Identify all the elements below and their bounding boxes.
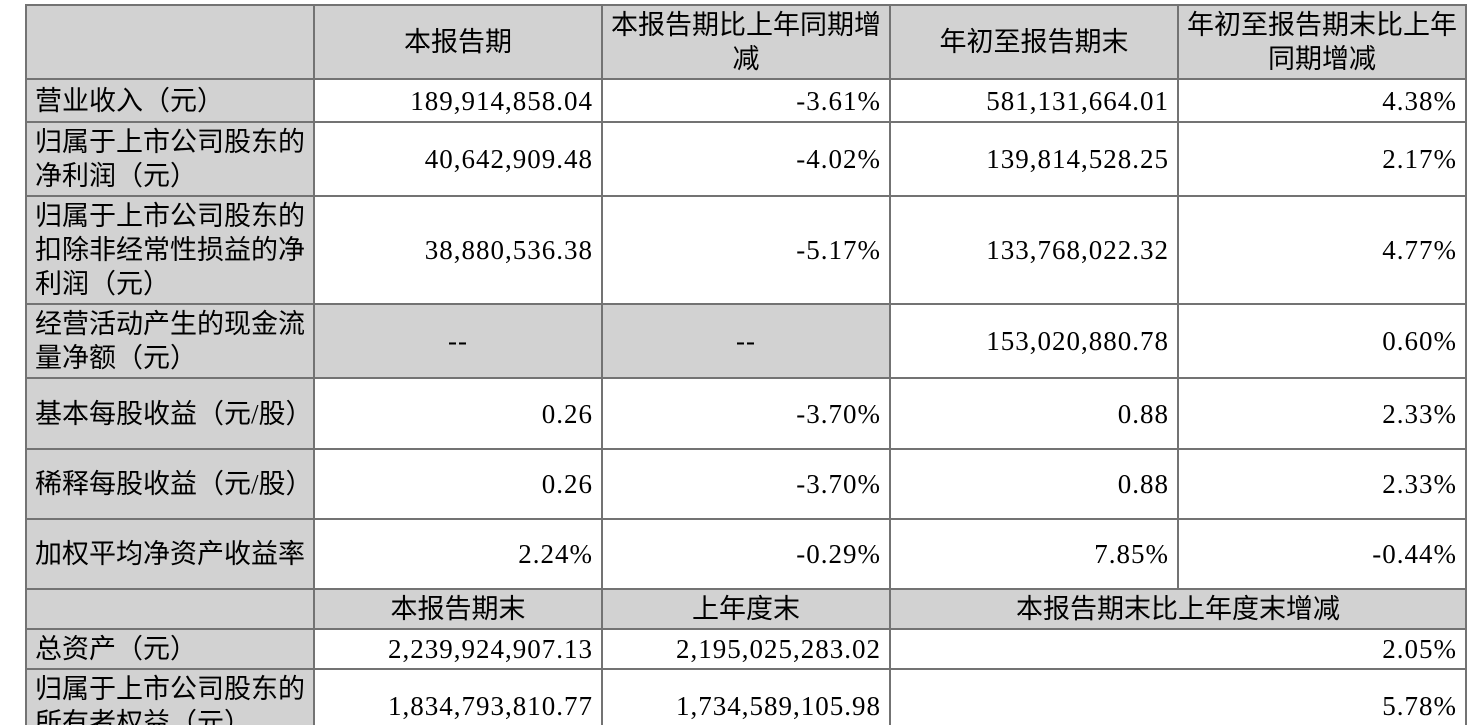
subheader-cell-end-of-last-year: 上年度末 bbox=[601, 588, 891, 630]
cell-current-period: 38,880,536.38 bbox=[313, 195, 603, 305]
row-label: 经营活动产生的现金流量净额（元） bbox=[25, 303, 315, 379]
cell-change-vs-last-year-end: 5.78% bbox=[889, 668, 1467, 725]
row-label: 稀释每股收益（元/股） bbox=[25, 448, 315, 520]
row-net-profit-excl-nonrecurring: 归属于上市公司股东的扣除非经常性损益的净利润（元） 38,880,536.38 … bbox=[25, 195, 1467, 305]
cell-ytd: 0.88 bbox=[889, 377, 1179, 450]
cell-yoy-change: -5.17% bbox=[601, 195, 891, 305]
header-cell-ytd: 年初至报告期末 bbox=[889, 4, 1179, 80]
cell-ytd: 581,131,664.01 bbox=[889, 78, 1179, 123]
cell-ytd-yoy-change: 2.33% bbox=[1177, 377, 1467, 450]
cell-ytd: 7.85% bbox=[889, 518, 1179, 590]
row-label: 归属于上市公司股东的所有者权益（元） bbox=[25, 668, 315, 725]
cell-end-of-last-year: 2,195,025,283.02 bbox=[601, 628, 891, 670]
cell-yoy-change: -3.61% bbox=[601, 78, 891, 123]
row-net-profit: 归属于上市公司股东的净利润（元） 40,642,909.48 -4.02% 13… bbox=[25, 121, 1467, 197]
header-cell-empty bbox=[25, 4, 315, 80]
row-label: 基本每股收益（元/股） bbox=[25, 377, 315, 450]
cell-ytd: 139,814,528.25 bbox=[889, 121, 1179, 197]
row-label: 营业收入（元） bbox=[25, 78, 315, 123]
cell-ytd: 153,020,880.78 bbox=[889, 303, 1179, 379]
cell-yoy-change: -4.02% bbox=[601, 121, 891, 197]
cell-ytd-yoy-change: 0.60% bbox=[1177, 303, 1467, 379]
cell-yoy-change: -3.70% bbox=[601, 377, 891, 450]
cell-current-period: 0.26 bbox=[313, 377, 603, 450]
row-equity-attributable: 归属于上市公司股东的所有者权益（元） 1,834,793,810.77 1,73… bbox=[25, 668, 1467, 725]
cell-ytd-yoy-change: -0.44% bbox=[1177, 518, 1467, 590]
row-label: 归属于上市公司股东的扣除非经常性损益的净利润（元） bbox=[25, 195, 315, 305]
header-cell-current-period: 本报告期 bbox=[313, 4, 603, 80]
row-label: 总资产（元） bbox=[25, 628, 315, 670]
row-diluted-eps: 稀释每股收益（元/股） 0.26 -3.70% 0.88 2.33% bbox=[25, 448, 1467, 520]
cell-yoy-change: -0.29% bbox=[601, 518, 891, 590]
row-weighted-avg-roe: 加权平均净资产收益率 2.24% -0.29% 7.85% -0.44% bbox=[25, 518, 1467, 590]
cell-ytd-yoy-change: 2.17% bbox=[1177, 121, 1467, 197]
cell-yoy-change: -3.70% bbox=[601, 448, 891, 520]
cell-current-period: 2.24% bbox=[313, 518, 603, 590]
cell-ytd-yoy-change: 4.77% bbox=[1177, 195, 1467, 305]
cell-change-vs-last-year-end: 2.05% bbox=[889, 628, 1467, 670]
subheader-cell-change-vs-last-year-end: 本报告期末比上年度末增减 bbox=[889, 588, 1467, 630]
row-label: 归属于上市公司股东的净利润（元） bbox=[25, 121, 315, 197]
cell-end-of-period: 1,834,793,810.77 bbox=[313, 668, 603, 725]
cell-current-period: 189,914,858.04 bbox=[313, 78, 603, 123]
header-cell-ytd-yoy-change: 年初至报告期末比上年同期增减 bbox=[1177, 4, 1467, 80]
cell-end-of-last-year: 1,734,589,105.98 bbox=[601, 668, 891, 725]
cell-ytd: 0.88 bbox=[889, 448, 1179, 520]
row-operating-revenue: 营业收入（元） 189,914,858.04 -3.61% 581,131,66… bbox=[25, 78, 1467, 123]
cell-end-of-period: 2,239,924,907.13 bbox=[313, 628, 603, 670]
cell-current-period: 40,642,909.48 bbox=[313, 121, 603, 197]
row-label: 加权平均净资产收益率 bbox=[25, 518, 315, 590]
financial-summary-table: 本报告期 本报告期比上年同期增减 年初至报告期末 年初至报告期末比上年同期增减 … bbox=[25, 4, 1467, 725]
cell-yoy-change-na: -- bbox=[601, 303, 891, 379]
row-basic-eps: 基本每股收益（元/股） 0.26 -3.70% 0.88 2.33% bbox=[25, 377, 1467, 450]
row-operating-cash-flow: 经营活动产生的现金流量净额（元） -- -- 153,020,880.78 0.… bbox=[25, 303, 1467, 379]
cell-ytd: 133,768,022.32 bbox=[889, 195, 1179, 305]
subheader-cell-end-of-period: 本报告期末 bbox=[313, 588, 603, 630]
header-cell-yoy-change: 本报告期比上年同期增减 bbox=[601, 4, 891, 80]
table-header-row-bottom: 本报告期末 上年度末 本报告期末比上年度末增减 bbox=[25, 588, 1467, 630]
cell-current-period-na: -- bbox=[313, 303, 603, 379]
subheader-cell-empty bbox=[25, 588, 315, 630]
cell-ytd-yoy-change: 4.38% bbox=[1177, 78, 1467, 123]
row-total-assets: 总资产（元） 2,239,924,907.13 2,195,025,283.02… bbox=[25, 628, 1467, 670]
table-header-row-top: 本报告期 本报告期比上年同期增减 年初至报告期末 年初至报告期末比上年同期增减 bbox=[25, 4, 1467, 80]
cell-current-period: 0.26 bbox=[313, 448, 603, 520]
cell-ytd-yoy-change: 2.33% bbox=[1177, 448, 1467, 520]
